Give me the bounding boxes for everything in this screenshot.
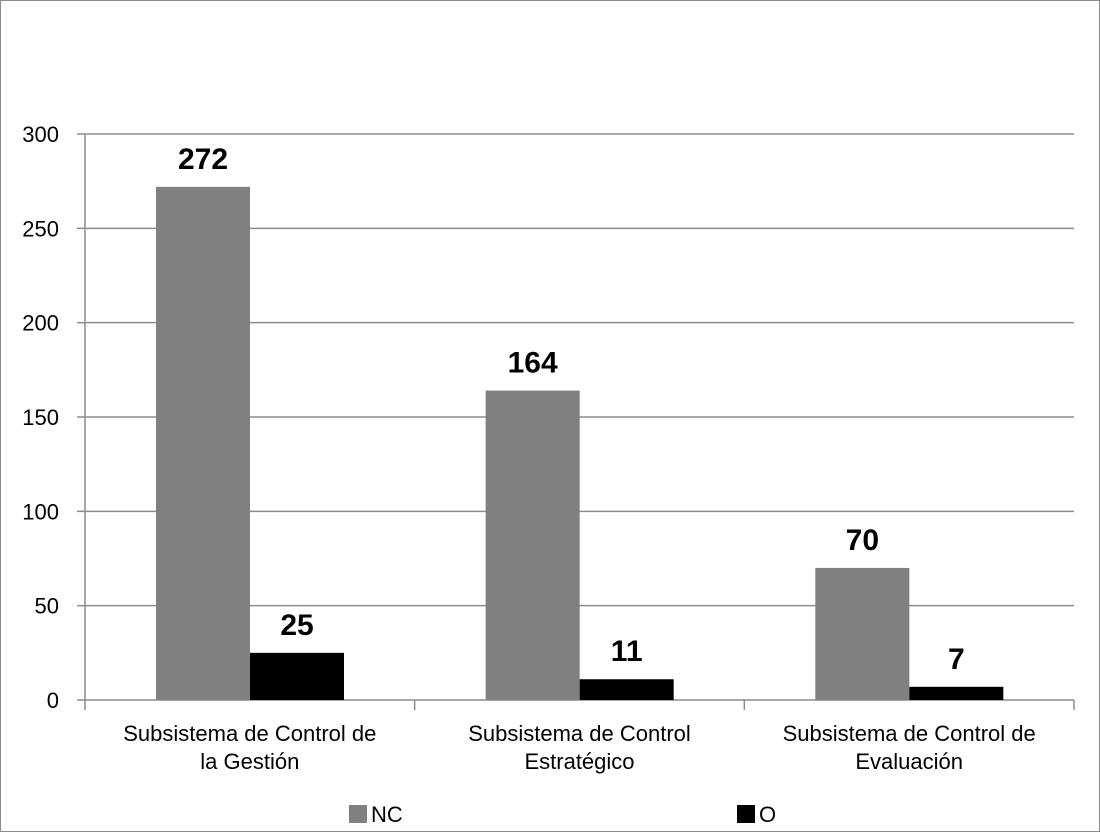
axes: 0 50 100 150 200 250 300 Subsistema de Control … xyxy=(22,122,1075,774)
legend-swatch-o xyxy=(737,805,755,823)
x-category-label: Subsistema de Control xyxy=(468,721,691,746)
bar-nc-1 xyxy=(485,390,580,700)
x-category-label: Evaluación xyxy=(855,749,963,774)
x-category-label: Subsistema de Control de xyxy=(783,721,1036,746)
legend-swatch-nc xyxy=(349,805,367,823)
data-label: 11 xyxy=(611,635,643,668)
bar-o-2 xyxy=(909,686,1004,700)
data-labels: 272 164 70 25 11 7 xyxy=(178,143,965,676)
bar-o-0 xyxy=(250,652,344,700)
x-category-label: Subsistema de Control de xyxy=(123,721,376,746)
legend-label-o: O xyxy=(759,802,776,827)
x-category-label: la Gestión xyxy=(200,749,299,774)
data-label: 164 xyxy=(508,347,558,380)
bar-o-1 xyxy=(579,679,674,700)
bar-nc-2 xyxy=(815,567,910,700)
y-tick-label: 300 xyxy=(22,122,59,147)
x-category-label: Estratégico xyxy=(524,749,634,774)
y-tick-label: 100 xyxy=(22,499,59,524)
y-tick-label: 0 xyxy=(47,688,59,713)
data-label: 272 xyxy=(178,143,228,176)
data-label: 7 xyxy=(948,643,965,676)
bar-nc-0 xyxy=(156,186,250,700)
bars xyxy=(156,186,1004,700)
legend-label-nc: NC xyxy=(371,802,403,827)
data-label: 70 xyxy=(846,524,879,557)
y-tick-label: 250 xyxy=(22,216,59,241)
data-label: 25 xyxy=(280,609,313,642)
y-tick-label: 50 xyxy=(35,594,59,619)
y-tick-label: 200 xyxy=(22,311,59,336)
y-tick-label: 150 xyxy=(22,405,59,430)
legend: NC O xyxy=(349,802,776,827)
